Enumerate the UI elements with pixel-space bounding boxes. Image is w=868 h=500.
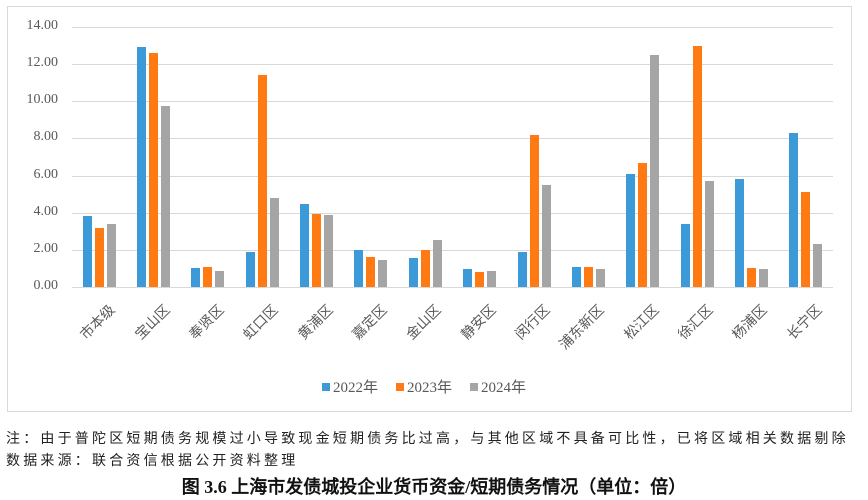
bar-group [72,27,833,287]
bar [571,266,581,287]
legend-item: 2024年 [470,376,526,397]
bar [161,105,171,287]
bar [354,249,364,287]
y-tick-label: 14.00 [26,18,59,33]
bar [583,266,593,287]
bar [82,216,92,287]
legend-label: 2024年 [481,380,527,396]
bar [487,271,497,287]
gridline [72,101,833,103]
bar [408,258,418,287]
bar [626,173,636,287]
bar-group [72,27,833,287]
bar [257,75,267,287]
bar [94,227,104,287]
bar-group [72,27,833,287]
gridline [72,249,833,251]
bar [432,240,442,287]
gridline [72,175,833,177]
legend-swatch-icon [322,382,330,391]
bar [203,267,213,287]
data-source: 数据来源：联合资信根据公开资料整理 [6,453,299,469]
bar-group [72,27,833,287]
bar [245,251,255,287]
gridline [72,287,833,288]
gridline [72,212,833,214]
bar [106,224,116,287]
bar [734,179,744,287]
legend-swatch-icon [396,382,405,391]
bar [215,271,225,287]
footnote: 注：由于普陀区短期债务规模过小导致现金短期债务比过高，与其他区域不具备可比性，已… [6,431,849,447]
bar [692,45,702,287]
bar [680,223,690,287]
bar-group [72,27,833,287]
bar-group [72,27,833,287]
bar [638,162,648,287]
bar [269,197,279,287]
bar [517,252,527,287]
bar [813,244,823,287]
bar-group [72,27,833,287]
bar [300,204,310,287]
bar [463,269,473,287]
bar [191,268,201,287]
bar-group [72,27,833,287]
bar [420,249,430,287]
y-tick-label: 4.00 [33,203,59,219]
bar [324,215,334,287]
bar [541,184,551,287]
bar [312,214,322,287]
legend-item: 2022年 [322,376,378,397]
bar [475,272,485,287]
plot-area [72,27,833,288]
bar [149,53,159,287]
figure-caption: 图 3.6 上海市发债城投企业货币资金/短期债务情况（单位：倍） [181,477,687,497]
y-tick-label: 12.00 [26,55,59,71]
y-tick-label: 8.00 [33,129,59,145]
y-tick-label: 6.00 [33,166,59,182]
bar [704,181,714,287]
legend-item: 2023年 [396,376,452,397]
bar [801,192,811,287]
legend: 2022年 2023年 2024年 [322,376,526,397]
bar [746,268,756,287]
y-tick-label: 2.00 [33,240,59,256]
gridline [72,138,833,140]
bar [378,260,388,287]
gridline [72,64,833,66]
bar [595,269,605,287]
gridline [72,27,833,28]
bar [529,134,539,287]
bar-group [72,27,833,287]
bar-group [72,27,833,287]
legend-swatch-icon [470,382,479,391]
bar [758,269,768,287]
bar [789,132,799,287]
y-tick-label: 10.00 [26,92,59,108]
bar-group [72,27,833,287]
legend-label: 2022年 [333,380,379,396]
bar [650,54,660,287]
bar-group [72,27,833,287]
bar-group [72,27,833,287]
bar-group [72,27,833,287]
legend-label: 2023年 [407,380,453,396]
bar [137,47,147,287]
bar [366,257,376,287]
y-tick-label: 0.00 [33,278,59,293]
